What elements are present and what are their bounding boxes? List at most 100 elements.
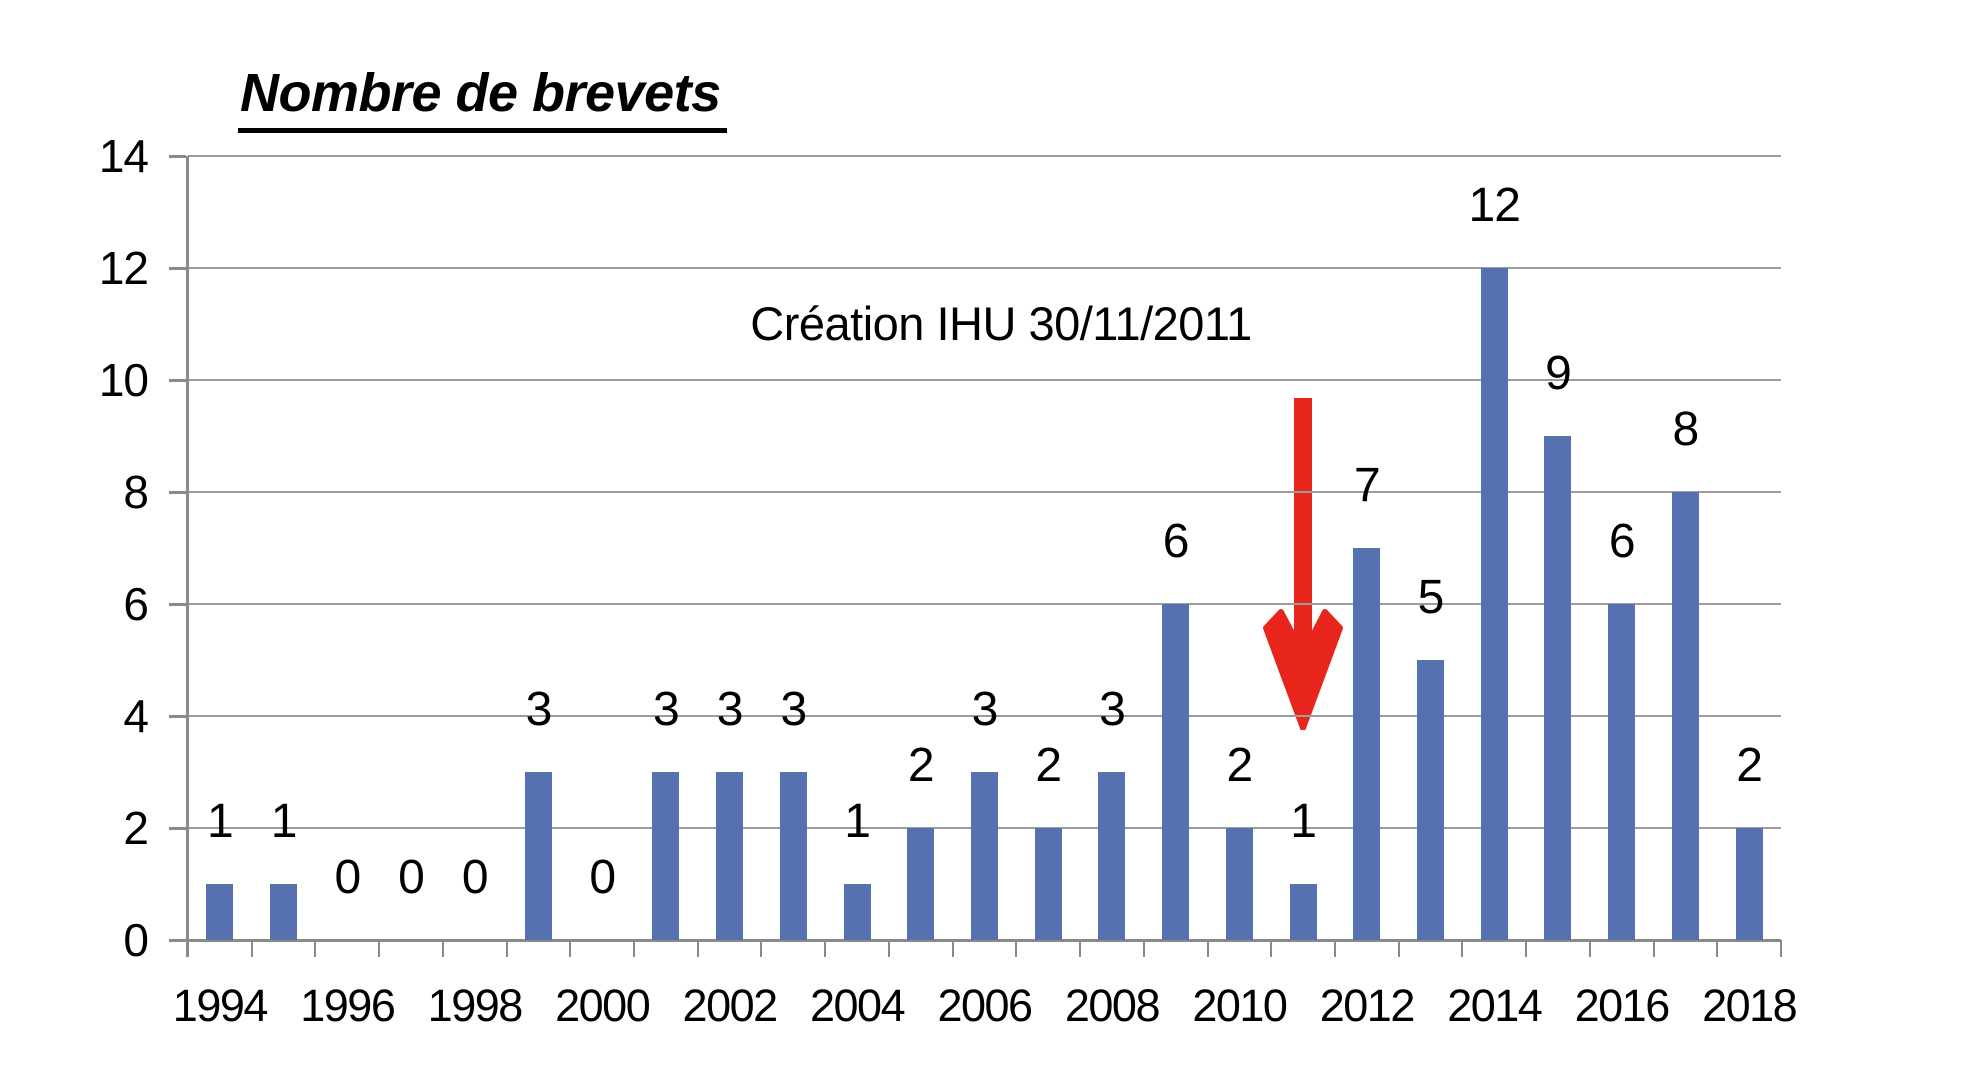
bar-2005 (907, 828, 935, 940)
gridline-y-12 (188, 267, 1781, 269)
x-axis-tick (951, 940, 954, 957)
x-axis-tick (1270, 940, 1273, 957)
y-axis-tick-4 (169, 715, 186, 718)
bar-2002 (716, 772, 744, 940)
bar-value-label: 3 (653, 683, 680, 736)
x-axis-label: 2018 (1702, 980, 1798, 1031)
gridline-y-4 (188, 715, 1781, 717)
bar-value-label: 6 (1162, 515, 1190, 568)
bar-2014 (1480, 268, 1508, 940)
x-axis-tick (1206, 940, 1209, 957)
x-axis-tick (1397, 940, 1400, 957)
bar-value-label: 3 (1099, 683, 1126, 736)
y-axis-label: 2 (123, 802, 149, 854)
y-axis-label: 8 (123, 466, 149, 518)
y-axis (186, 156, 189, 957)
y-axis-tick-0 (169, 939, 186, 942)
x-axis-label: 2002 (682, 980, 779, 1031)
bar-2011 (1289, 884, 1317, 940)
x-axis-label: 2016 (1574, 980, 1671, 1031)
bar-2007 (1034, 828, 1062, 940)
bar-2006 (971, 772, 998, 940)
x-axis-tick (569, 940, 572, 957)
bar-2010 (1225, 828, 1253, 940)
bar-value-label: 3 (716, 683, 744, 736)
x-axis-label: 2012 (1319, 980, 1416, 1031)
x-axis-tick (1333, 940, 1336, 957)
annotation-label: Création IHU 30/11/2011 (750, 297, 1252, 350)
x-axis-label: 1994 (172, 980, 269, 1031)
bar-2012 (1353, 548, 1381, 940)
x-axis (188, 939, 1781, 942)
bar-value-label: 0 (398, 851, 425, 904)
bar-value-label: 12 (1468, 179, 1521, 232)
bar-value-label: 3 (525, 683, 553, 736)
bar-value-label: 2 (907, 739, 935, 792)
x-axis-tick (1652, 940, 1655, 957)
bar-value-label: 1 (844, 795, 871, 848)
bar-2015 (1544, 436, 1572, 940)
x-axis-tick (505, 940, 508, 957)
bar-2001 (652, 772, 680, 940)
x-axis-label: 1996 (300, 980, 396, 1031)
chart-title: Nombre de brevets (238, 62, 727, 133)
x-axis-tick (887, 940, 890, 957)
gridline-y-14 (188, 155, 1781, 157)
bar-2013 (1417, 660, 1445, 940)
x-axis-label: 2004 (809, 980, 906, 1031)
bar-value-label: 2 (1226, 739, 1254, 792)
bar-value-label: 1 (270, 795, 298, 848)
bar-2009 (1162, 604, 1190, 940)
x-axis-label: 2006 (937, 980, 1033, 1031)
x-axis-label: 2000 (555, 980, 651, 1031)
gridline-y-8 (188, 491, 1781, 493)
x-axis-tick (696, 940, 699, 957)
x-axis-tick (1716, 940, 1719, 957)
y-axis-tick-2 (169, 827, 186, 830)
y-axis-label: 6 (123, 578, 149, 630)
x-axis-tick (824, 940, 827, 957)
bar-value-label: 9 (1545, 347, 1572, 400)
x-axis-label: 2008 (1064, 980, 1161, 1031)
y-axis-label: 12 (98, 242, 149, 294)
bar-value-label: 0 (334, 851, 361, 904)
y-axis-tick-12 (169, 267, 186, 270)
bar-2017 (1671, 492, 1699, 940)
y-axis-tick-14 (169, 155, 186, 158)
bar-2004 (843, 884, 871, 940)
gridline-y-10 (188, 379, 1781, 381)
x-axis-tick (187, 940, 189, 957)
x-axis-tick (633, 940, 636, 957)
bar-value-label: 1 (1290, 795, 1317, 848)
x-axis-tick (1015, 940, 1018, 957)
x-axis-tick (1142, 940, 1145, 957)
bar-2008 (1098, 772, 1126, 940)
x-axis-tick (314, 940, 317, 957)
y-axis-tick-8 (169, 491, 186, 494)
y-axis-label: 10 (98, 354, 149, 406)
arrow-down-icon (1263, 398, 1344, 731)
x-axis-tick (1588, 940, 1591, 957)
bar-1999 (524, 772, 552, 940)
x-axis-tick (1461, 940, 1464, 957)
bar-2018 (1735, 828, 1763, 940)
bar-value-label: 6 (1608, 515, 1636, 568)
x-axis-tick (378, 940, 381, 957)
bar-value-label: 5 (1417, 571, 1445, 624)
bar-2016 (1608, 604, 1636, 940)
x-axis-tick (1525, 940, 1528, 957)
bar-1995 (270, 884, 298, 940)
gridline-y-6 (188, 603, 1781, 605)
bar-value-label: 3 (780, 683, 807, 736)
bar-value-label: 3 (971, 683, 999, 736)
bar-value-label: 2 (1736, 739, 1763, 792)
bar-value-label: 1 (207, 795, 234, 848)
bar-1994 (206, 884, 234, 940)
bar-value-label: 7 (1353, 459, 1381, 512)
bar-value-label: 8 (1672, 403, 1700, 456)
y-axis-label: 0 (123, 914, 149, 966)
y-axis-label: 14 (98, 130, 149, 182)
x-axis-label: 1998 (427, 980, 524, 1031)
bar-value-label: 2 (1035, 739, 1062, 792)
